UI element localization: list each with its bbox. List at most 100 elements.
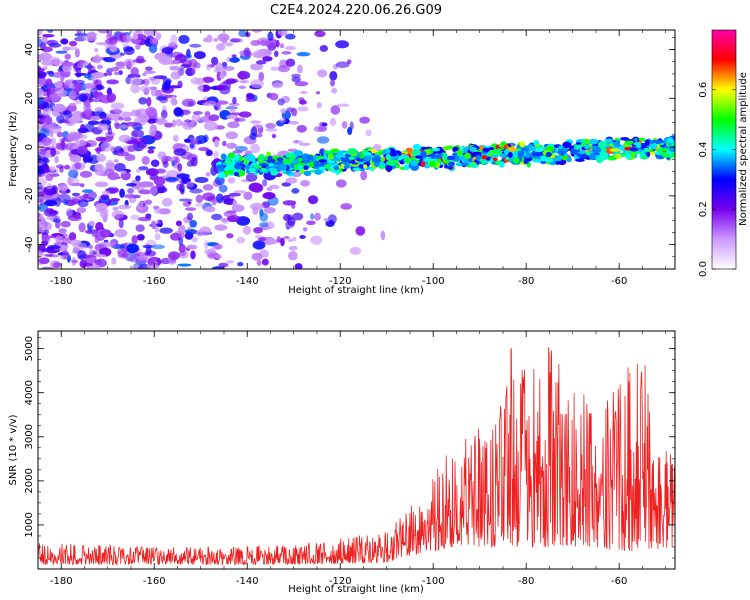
heatmap-cell xyxy=(219,170,225,176)
heatmap-cell xyxy=(90,111,105,117)
heatmap-cell xyxy=(150,220,157,230)
spectrogram-y-axis: -40 -20 0 20 40 xyxy=(24,37,675,270)
heatmap-cell xyxy=(410,150,421,155)
heatmap-cell xyxy=(127,187,135,194)
heatmap-cell xyxy=(41,148,46,156)
heatmap-cell xyxy=(165,169,180,179)
heatmap-cell xyxy=(135,175,141,182)
heatmap-cell xyxy=(45,78,53,88)
heatmap-cell xyxy=(355,226,366,236)
heatmap-cell xyxy=(136,141,147,149)
heatmap-cell xyxy=(95,136,107,142)
heatmap-cell xyxy=(45,207,54,213)
heatmap-cell xyxy=(142,78,150,86)
heatmap-cell xyxy=(279,43,285,49)
heatmap-cell xyxy=(109,109,123,115)
heatmap-cell xyxy=(85,229,99,235)
heatmap-cell xyxy=(225,78,237,84)
heatmap-cell xyxy=(215,67,229,71)
heatmap-cell xyxy=(205,172,211,177)
heatmap-cell xyxy=(68,90,77,100)
heatmap-cell xyxy=(96,154,107,163)
heatmap-cell xyxy=(265,128,278,132)
heatmap-cell xyxy=(524,151,531,159)
heatmap-cell xyxy=(222,195,232,202)
heatmap-cell xyxy=(231,54,237,58)
heatmap-cell xyxy=(40,266,55,269)
snr-x-axis: -180 -160 -140 -120 -100 -80 -60 xyxy=(37,331,667,587)
heatmap-cell xyxy=(77,199,89,208)
heatmap-cell xyxy=(358,152,365,159)
heatmap-cell xyxy=(562,155,568,161)
heatmap-cell xyxy=(195,77,205,85)
heatmap-cell xyxy=(330,105,341,115)
heatmap-cell xyxy=(306,220,316,226)
heatmap-cell xyxy=(306,154,313,161)
heatmap-cell xyxy=(193,51,206,60)
heatmap-cell xyxy=(276,157,284,162)
heatmap-cell xyxy=(38,216,46,224)
heatmap-cell xyxy=(380,157,385,163)
snr-plot-area xyxy=(38,331,675,569)
heatmap-cell xyxy=(41,136,52,146)
heatmap-cell xyxy=(250,202,264,211)
heatmap-cell xyxy=(303,165,309,171)
heatmap-cell xyxy=(155,117,167,126)
heatmap-cell xyxy=(71,192,81,197)
heatmap-cell xyxy=(259,163,269,167)
heatmap-cell xyxy=(117,249,127,258)
heatmap-cell xyxy=(192,111,203,115)
heatmap-cell xyxy=(154,233,161,241)
heatmap-cell xyxy=(241,163,246,169)
heatmap-cell xyxy=(105,38,118,45)
heatmap-cell xyxy=(38,141,43,146)
heatmap-cell xyxy=(251,252,263,261)
heatmap-cell xyxy=(265,238,278,245)
heatmap-cell xyxy=(348,156,356,160)
heatmap-cell xyxy=(287,217,296,226)
x-tick-label: -80 xyxy=(518,576,534,587)
heatmap-cell xyxy=(40,115,53,125)
x-tick-label: -60 xyxy=(611,276,627,287)
heatmap-cell xyxy=(176,173,190,179)
heatmap-cell xyxy=(285,177,298,184)
heatmap-cell xyxy=(574,158,585,162)
heatmap-cell xyxy=(115,61,126,68)
heatmap-cell xyxy=(45,173,54,182)
heatmap-cell xyxy=(385,153,391,161)
heatmap-cell xyxy=(147,149,155,154)
heatmap-cell xyxy=(124,154,136,162)
heatmap-cell xyxy=(238,169,245,175)
heatmap-cell xyxy=(292,212,304,221)
heatmap-cell xyxy=(165,176,179,182)
heatmap-cell xyxy=(178,198,193,202)
heatmap-cell xyxy=(228,112,242,116)
heatmap-cell xyxy=(331,87,338,94)
heatmap-cell xyxy=(218,262,229,268)
heatmap-cell xyxy=(585,151,591,155)
heatmap-cell xyxy=(195,194,204,204)
heatmap-cell xyxy=(243,191,253,200)
heatmap-cell xyxy=(280,237,285,247)
heatmap-cell xyxy=(208,114,220,122)
heatmap-cell xyxy=(219,72,225,80)
heatmap-cell xyxy=(38,226,43,235)
heatmap-cell xyxy=(39,52,52,62)
heatmap-cell xyxy=(388,153,398,157)
heatmap-cell xyxy=(363,164,368,169)
heatmap-cell xyxy=(153,176,166,186)
heatmap-cell xyxy=(464,152,472,159)
heatmap-cell xyxy=(158,55,173,66)
snr-y-label: SNR (10 * v/v) xyxy=(8,414,19,485)
x-tick-label: -180 xyxy=(50,276,73,287)
heatmap-cell xyxy=(74,162,82,170)
heatmap-cell xyxy=(459,155,466,161)
spectrogram-y-label: Frequency (Hz) xyxy=(8,111,19,187)
heatmap-marks xyxy=(38,30,675,269)
heatmap-cell xyxy=(482,147,490,153)
heatmap-cell xyxy=(38,191,48,196)
heatmap-cell xyxy=(123,117,132,122)
heatmap-cell xyxy=(203,239,209,250)
heatmap-cell xyxy=(256,259,262,267)
colorbar-tick-label: 0.4 xyxy=(698,142,709,158)
